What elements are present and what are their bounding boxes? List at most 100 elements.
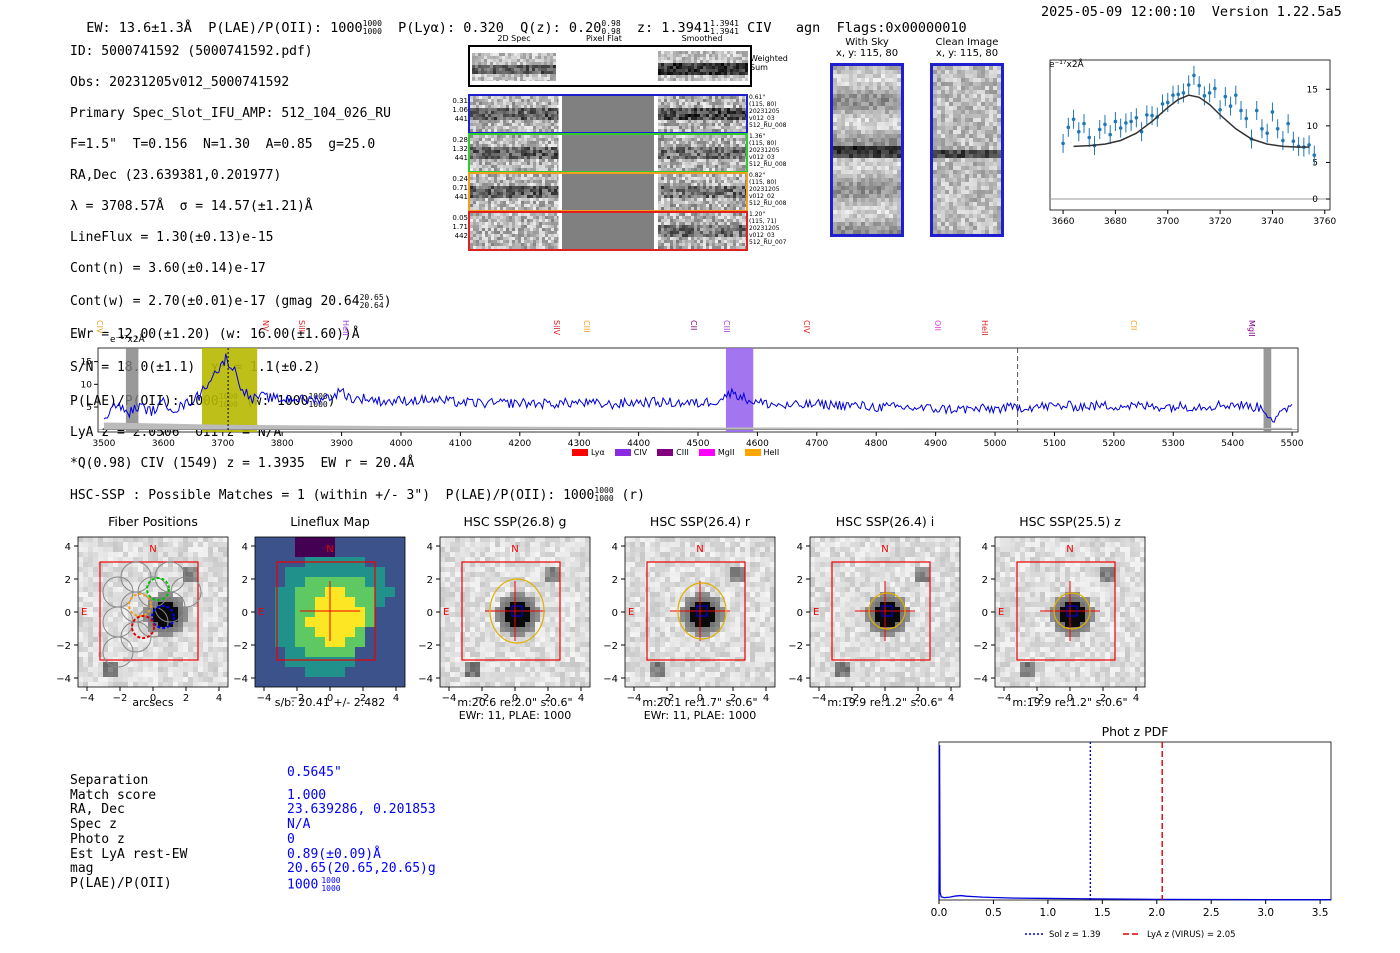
match-value-text: 0: [287, 831, 295, 847]
legend-label: Lyα: [591, 448, 605, 457]
panel-ytick-label: 4: [797, 542, 803, 553]
north-label: N: [881, 544, 888, 555]
panel-ytick-label: 4: [242, 542, 248, 553]
photz-xtick-label: 2.5: [1203, 907, 1220, 919]
panel-xtick-label: 4: [948, 693, 954, 704]
header-timestamp: 2025-05-09 12:00:10: [1041, 4, 1196, 20]
fiber-circle: [170, 576, 202, 608]
panel-ytick-label: −4: [603, 674, 618, 685]
spec-xtick-label: 3500: [92, 439, 115, 449]
cutout-row-meta-line: (115, 80): [749, 101, 777, 108]
header-plya: P(Lyα): 0.320: [398, 20, 504, 36]
east-label: E: [628, 607, 634, 618]
clean-image-xy: x, y: 115, 80: [935, 48, 999, 59]
header-agn: agn: [795, 20, 821, 36]
cutout-row-value: 0.24: [452, 175, 468, 183]
with-sky-image: [830, 63, 904, 237]
photz-legend-lya: LyA z (VIRUS) = 2.05: [1147, 930, 1236, 940]
legend-item: MgII: [698, 448, 735, 457]
panel-xtick-label: −2: [290, 693, 305, 704]
cutout-row-meta-line: 20231205: [749, 108, 780, 115]
spec-xtick-label: 4900: [924, 439, 947, 449]
panel-xtick-label: −2: [1030, 693, 1045, 704]
spectral-line-label: HeII: [341, 320, 351, 336]
cutout-row-value: 1.06: [452, 106, 468, 114]
zoom-data-point: [1197, 83, 1201, 88]
zoom-data-point: [1291, 139, 1296, 144]
legend-swatch: [572, 449, 588, 456]
spec-band: [725, 348, 754, 432]
cutout-title-flat: Pixel Flat: [586, 34, 622, 43]
panel-xlabel-line: arcsecs: [132, 696, 174, 709]
zoom-data-point: [1071, 117, 1076, 122]
spec-xtick-label: 3900: [330, 439, 353, 449]
panel-xlabel: m:19.9 re:1.2" s:0.6": [975, 696, 1165, 709]
zoom-data-point: [1202, 94, 1207, 98]
aperture-box: [276, 561, 376, 661]
match-value: N/A: [287, 817, 310, 833]
panel-xtick-label: 2: [183, 693, 189, 704]
source-ellipse: [1053, 592, 1091, 630]
legend-item: HeII: [744, 448, 779, 457]
spectral-line-label: NV: [261, 320, 271, 332]
panel-xtick-label: −4: [997, 693, 1012, 704]
panel-ytick-label: −4: [233, 674, 248, 685]
cutout-row-image: [470, 213, 748, 249]
cutout-row: [468, 211, 748, 251]
zoom-data-point: [1171, 93, 1175, 97]
zoom-ytick-label: 5: [1312, 158, 1318, 168]
selected-fiber: [131, 615, 155, 639]
zoom-data-point: [1160, 102, 1165, 106]
panel-xtick-label: −4: [812, 693, 827, 704]
panel-ytick-label: 2: [612, 575, 618, 586]
panel-ytick-label: −4: [973, 674, 988, 685]
panel-ytick-label: 2: [65, 575, 71, 586]
panel-xtick-label: −4: [80, 693, 95, 704]
cutout-row-image: [470, 174, 748, 210]
spectral-line-label: CIV: [94, 320, 104, 334]
match-label: P(LAE)/P(OII): [70, 875, 172, 891]
source-marker: [696, 605, 708, 617]
zoom-data-point: [1254, 108, 1259, 113]
spec-xtick-label: 4000: [390, 439, 413, 449]
info-primary: Primary Spec_Slot_IFU_AMP: 512_104_026_R…: [70, 105, 391, 121]
cutout-row-image: [470, 96, 748, 132]
legend-item: CIV: [614, 448, 648, 457]
header-z-frac: 1.3941 1.3941: [710, 19, 739, 36]
panel-xtick-label: 2: [545, 693, 551, 704]
cutout-row-meta-line: v012_03: [749, 154, 775, 161]
source-marker: [511, 605, 523, 617]
line-legend: Lyα CIV CIII MgII HeII: [572, 448, 779, 457]
source-ellipse: [489, 578, 545, 644]
panel-ytick-label: −2: [603, 641, 618, 652]
legend-item: Lyα: [572, 448, 605, 457]
source-ellipse: [677, 582, 727, 640]
spec-xtick-label: 4200: [508, 439, 531, 449]
zoom-data-point: [1066, 125, 1071, 130]
cutout-row-meta: 0.82" (115, 80) 20231205 v012_02 512_RU_008: [749, 172, 799, 207]
cutout-row-meta-line: 20231205: [749, 147, 780, 154]
spec-xtick-label: 4500: [687, 439, 710, 449]
cutout-row-meta: 1.20" (115, 71) 20231205 v012_03 512_RU_007: [749, 211, 799, 246]
cutout-row-meta-line: (115, 80): [749, 179, 777, 186]
panel-xtick-label: 0: [882, 693, 888, 704]
legend-label: CIV: [633, 448, 648, 457]
zoom-data-point: [1150, 113, 1154, 118]
info-contw: Cont(w) = 2.70(±0.01)e-17 (gmag 20.64: [70, 294, 360, 309]
source-marker: [1066, 605, 1078, 617]
panel-ytick-label: −2: [418, 641, 433, 652]
panel-ytick-label: 0: [242, 608, 248, 619]
panel-xlabel: arcsecs: [58, 696, 248, 709]
with-sky-title: With Sky x, y: 115, 80: [830, 37, 904, 59]
zoom-data-point: [1239, 108, 1243, 113]
info-plae-w-frac: 1000 1000: [308, 392, 328, 409]
zoom-unit-label: e⁻¹⁷x2Å: [1049, 60, 1084, 70]
spectral-line-label: SiII: [296, 320, 306, 333]
panel-ytick-label: −4: [56, 674, 71, 685]
clean-image-title: Clean Image x, y: 115, 80: [930, 37, 1004, 59]
cutout-row-meta-line: 1.36": [749, 133, 766, 140]
cutout-row-meta-line: 1.20": [749, 211, 766, 218]
zoom-data-point: [1281, 138, 1285, 143]
spec-band: [125, 348, 139, 432]
panel-ytick-label: 0: [612, 608, 618, 619]
